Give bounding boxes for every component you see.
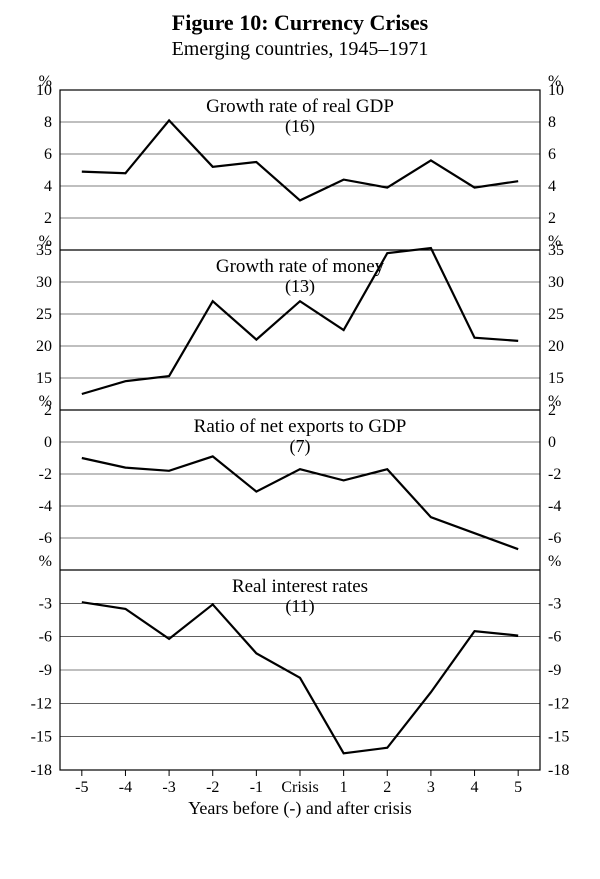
svg-text:-18: -18: [31, 762, 52, 779]
svg-text:-6: -6: [39, 629, 52, 646]
svg-text:4: 4: [548, 178, 556, 195]
svg-text:-12: -12: [548, 695, 569, 712]
svg-text:-18: -18: [548, 762, 569, 779]
svg-text:Growth rate of real GDP: Growth rate of real GDP: [206, 96, 394, 117]
svg-text:-15: -15: [548, 729, 569, 746]
svg-text:Ratio of net exports to GDP: Ratio of net exports to GDP: [194, 416, 407, 437]
svg-text:-4: -4: [548, 498, 561, 515]
svg-text:-5: -5: [75, 779, 88, 796]
svg-text:(7): (7): [290, 436, 311, 457]
svg-text:-2: -2: [548, 466, 561, 483]
svg-text:8: 8: [44, 114, 52, 131]
svg-text:-6: -6: [548, 629, 561, 646]
title-block: Figure 10: Currency Crises Emerging coun…: [0, 0, 600, 61]
svg-text:%: %: [548, 393, 561, 410]
svg-text:%: %: [548, 233, 561, 250]
svg-text:%: %: [39, 233, 52, 250]
svg-text:-4: -4: [119, 779, 132, 796]
svg-text:-3: -3: [162, 779, 175, 796]
svg-text:6: 6: [548, 146, 556, 163]
svg-text:Crisis: Crisis: [281, 779, 318, 796]
svg-text:Growth rate of money: Growth rate of money: [216, 256, 385, 277]
svg-text:30: 30: [548, 274, 564, 291]
svg-text:25: 25: [36, 306, 52, 323]
svg-text:5: 5: [514, 779, 522, 796]
svg-text:3: 3: [427, 779, 435, 796]
svg-text:Years before (-) and after cri: Years before (-) and after crisis: [188, 798, 412, 819]
svg-text:20: 20: [36, 338, 52, 355]
svg-text:2: 2: [548, 210, 556, 227]
figure-title: Figure 10: Currency Crises: [0, 10, 600, 36]
svg-text:1: 1: [340, 779, 348, 796]
svg-text:0: 0: [548, 434, 556, 451]
svg-text:Real interest rates: Real interest rates: [232, 576, 368, 597]
svg-text:%: %: [39, 73, 52, 90]
svg-text:-2: -2: [206, 779, 219, 796]
svg-text:%: %: [548, 73, 561, 90]
svg-text:%: %: [548, 553, 561, 570]
svg-text:-9: -9: [39, 662, 52, 679]
svg-text:(11): (11): [285, 596, 314, 617]
svg-text:0: 0: [44, 434, 52, 451]
svg-text:8: 8: [548, 114, 556, 131]
svg-text:15: 15: [548, 370, 564, 387]
svg-text:(16): (16): [285, 116, 315, 137]
svg-text:25: 25: [548, 306, 564, 323]
svg-text:(13): (13): [285, 276, 315, 297]
chart-area: 224466881010%%Growth rate of real GDP(16…: [12, 72, 492, 802]
svg-text:4: 4: [44, 178, 52, 195]
figure-subtitle: Emerging countries, 1945–1971: [0, 38, 600, 61]
svg-text:6: 6: [44, 146, 52, 163]
svg-text:2: 2: [383, 779, 391, 796]
svg-text:15: 15: [36, 370, 52, 387]
chart-svg: 224466881010%%Growth rate of real GDP(16…: [12, 72, 588, 822]
svg-text:-15: -15: [31, 729, 52, 746]
svg-text:2: 2: [44, 210, 52, 227]
svg-text:-6: -6: [39, 530, 52, 547]
svg-text:%: %: [39, 553, 52, 570]
svg-text:-4: -4: [39, 498, 52, 515]
svg-text:-3: -3: [548, 595, 561, 612]
svg-text:-12: -12: [31, 695, 52, 712]
svg-text:20: 20: [548, 338, 564, 355]
figure-page: Figure 10: Currency Crises Emerging coun…: [0, 0, 600, 879]
svg-text:%: %: [39, 393, 52, 410]
svg-text:-3: -3: [39, 595, 52, 612]
svg-text:-2: -2: [39, 466, 52, 483]
svg-text:4: 4: [471, 779, 479, 796]
svg-text:-9: -9: [548, 662, 561, 679]
svg-text:-6: -6: [548, 530, 561, 547]
svg-text:-1: -1: [250, 779, 263, 796]
svg-text:30: 30: [36, 274, 52, 291]
